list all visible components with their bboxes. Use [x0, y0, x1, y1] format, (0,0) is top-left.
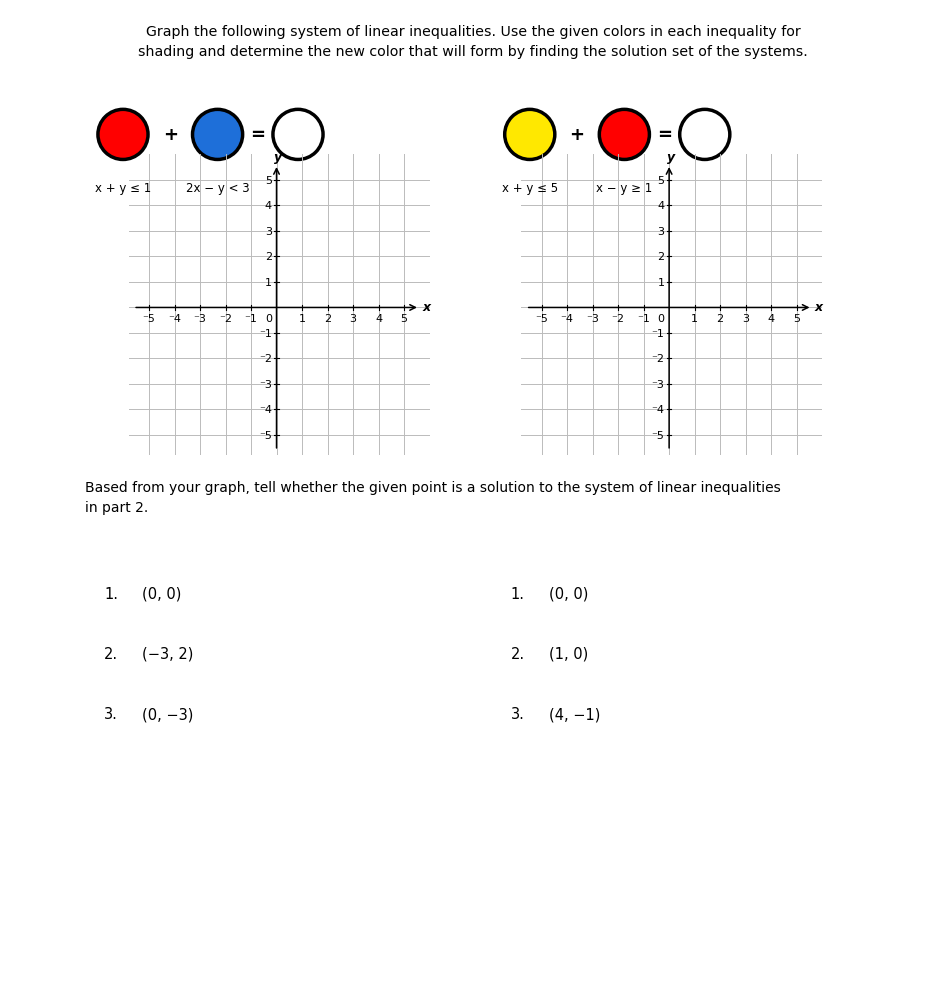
Text: 1.: 1.: [104, 586, 118, 601]
Text: 2x − y < 3: 2x − y < 3: [185, 181, 250, 194]
Text: 2: 2: [716, 314, 724, 324]
Circle shape: [505, 110, 554, 160]
Text: ⁻4: ⁻4: [168, 314, 181, 324]
Text: x + y ≤ 5: x + y ≤ 5: [501, 181, 558, 194]
Text: Based from your graph, tell whether the given point is a solution to the system : Based from your graph, tell whether the …: [85, 481, 780, 514]
Text: ⁻5: ⁻5: [143, 314, 155, 324]
Text: x + y ≤ 1: x + y ≤ 1: [95, 181, 151, 194]
Circle shape: [680, 110, 729, 160]
Text: 1: 1: [657, 278, 664, 288]
Text: ⁻2: ⁻2: [219, 314, 232, 324]
Text: =: =: [657, 126, 672, 144]
Text: (0, 0): (0, 0): [142, 586, 182, 601]
Text: ⁻4: ⁻4: [561, 314, 573, 324]
Text: 4: 4: [375, 314, 382, 324]
Text: (1, 0): (1, 0): [549, 646, 587, 661]
Text: 2: 2: [657, 253, 664, 263]
Text: ⁻2: ⁻2: [612, 314, 624, 324]
Text: ⁻2: ⁻2: [652, 354, 664, 364]
Text: 1: 1: [692, 314, 698, 324]
Text: 2.: 2.: [104, 646, 118, 661]
Text: 1: 1: [299, 314, 306, 324]
Text: ⁻3: ⁻3: [259, 380, 272, 390]
Text: 3: 3: [742, 314, 749, 324]
Text: x: x: [422, 301, 430, 314]
Text: y: y: [274, 151, 283, 164]
Text: 4: 4: [767, 314, 775, 324]
Text: ⁻1: ⁻1: [652, 329, 664, 339]
Text: y: y: [667, 151, 675, 164]
Circle shape: [600, 110, 649, 160]
Text: 0: 0: [657, 314, 664, 324]
Text: ⁻5: ⁻5: [535, 314, 548, 324]
Text: 2.: 2.: [511, 646, 525, 661]
Text: ⁻2: ⁻2: [259, 354, 272, 364]
Text: 2: 2: [265, 253, 272, 263]
Text: x − y ≥ 1: x − y ≥ 1: [596, 181, 653, 194]
Text: (4, −1): (4, −1): [549, 706, 600, 721]
Text: ⁻4: ⁻4: [652, 405, 664, 415]
Text: 5: 5: [400, 314, 408, 324]
Text: ⁻4: ⁻4: [259, 405, 272, 415]
Text: 5: 5: [793, 314, 800, 324]
Text: 1.: 1.: [511, 586, 525, 601]
Text: 3: 3: [657, 226, 664, 236]
Text: ⁻1: ⁻1: [245, 314, 257, 324]
Text: 1: 1: [265, 278, 272, 288]
Text: 3.: 3.: [104, 706, 118, 721]
Text: ⁻3: ⁻3: [194, 314, 206, 324]
Text: Graph the following system of linear inequalities. Use the given colors in each : Graph the following system of linear ine…: [138, 25, 808, 58]
Text: +: +: [569, 126, 585, 144]
Text: 2: 2: [324, 314, 331, 324]
Text: ⁻1: ⁻1: [259, 329, 272, 339]
Text: ⁻3: ⁻3: [587, 314, 599, 324]
Text: x: x: [815, 301, 823, 314]
Text: (0, 0): (0, 0): [549, 586, 588, 601]
Text: 3: 3: [349, 314, 357, 324]
Text: ⁻3: ⁻3: [652, 380, 664, 390]
Text: (−3, 2): (−3, 2): [142, 646, 193, 661]
Text: +: +: [163, 126, 178, 144]
Text: 5: 5: [657, 175, 664, 185]
Text: 3: 3: [265, 226, 272, 236]
Text: 3.: 3.: [511, 706, 525, 721]
Text: =: =: [251, 126, 265, 144]
Text: 0: 0: [265, 314, 272, 324]
Text: (0, −3): (0, −3): [142, 706, 193, 721]
Text: 4: 4: [657, 201, 664, 211]
Circle shape: [98, 110, 148, 160]
Circle shape: [273, 110, 323, 160]
Circle shape: [193, 110, 242, 160]
Text: ⁻5: ⁻5: [259, 431, 272, 441]
Text: ⁻1: ⁻1: [638, 314, 650, 324]
Text: ⁻5: ⁻5: [652, 431, 664, 441]
Text: 4: 4: [265, 201, 272, 211]
Text: 5: 5: [265, 175, 272, 185]
